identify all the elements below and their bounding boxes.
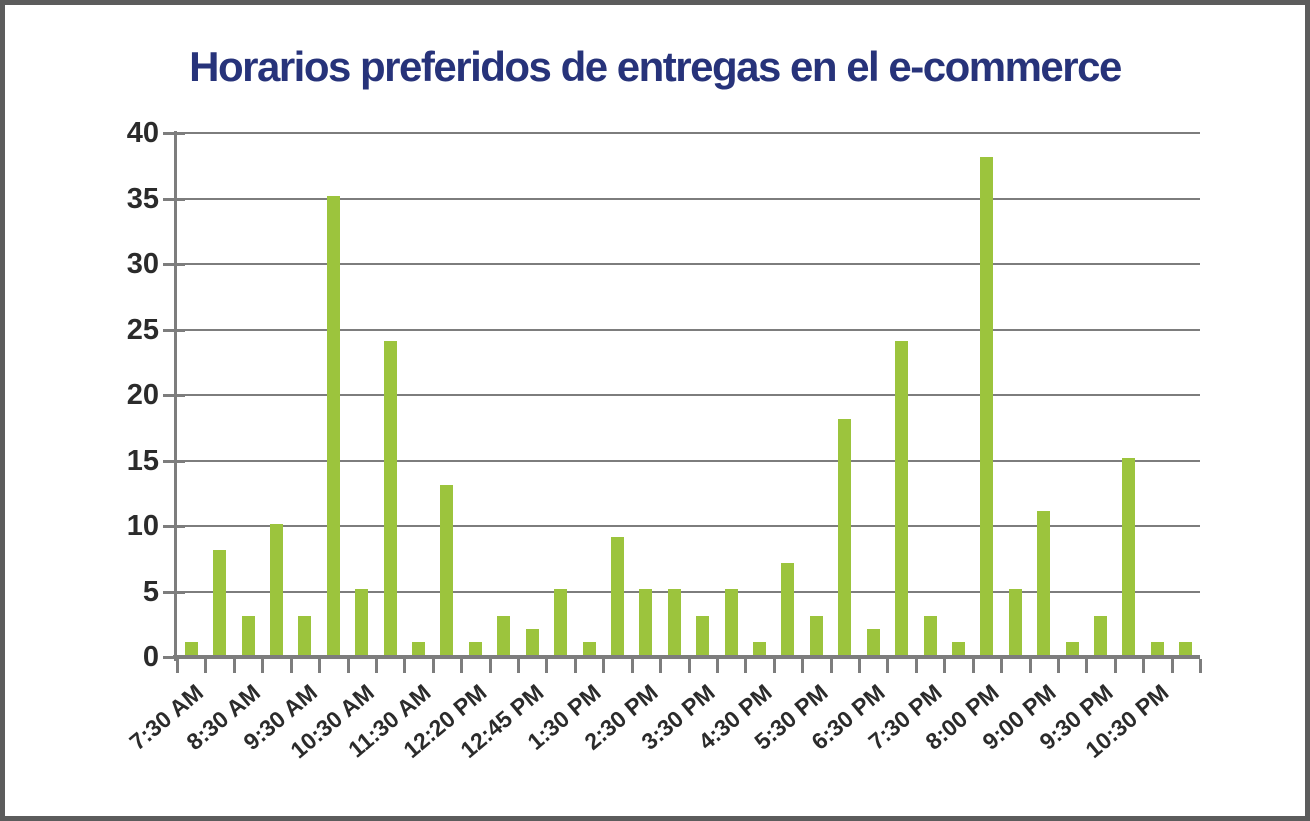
- x-axis-tick: [1114, 659, 1117, 673]
- x-axis-tick: [204, 659, 207, 673]
- gridline: [177, 591, 1200, 593]
- x-axis-tick: [858, 659, 861, 673]
- bar: [895, 341, 908, 655]
- x-axis-tick: [375, 659, 378, 673]
- x-axis-tick: [744, 659, 747, 673]
- x-axis-tick: [972, 659, 975, 673]
- bar: [1009, 589, 1022, 655]
- bar: [1037, 511, 1050, 655]
- y-axis-tick-label: 15: [126, 445, 159, 477]
- x-axis-tick: [517, 659, 520, 673]
- bar: [1122, 458, 1135, 655]
- x-axis-tick: [347, 659, 350, 673]
- bar: [980, 157, 993, 655]
- x-axis-tick: [460, 659, 463, 673]
- x-axis-line: [173, 655, 1200, 659]
- bar: [298, 616, 311, 655]
- gridline: [177, 525, 1200, 527]
- x-axis-tick: [659, 659, 662, 673]
- bar: [611, 537, 624, 655]
- x-axis-tick: [688, 659, 691, 673]
- bar: [1151, 642, 1164, 655]
- x-axis-tick: [1029, 659, 1032, 673]
- bar: [867, 629, 880, 655]
- bar: [440, 485, 453, 655]
- bar: [526, 629, 539, 655]
- bar: [1066, 642, 1079, 655]
- x-axis-tick: [830, 659, 833, 673]
- x-axis-tick: [1171, 659, 1174, 673]
- bar: [753, 642, 766, 655]
- y-axis-tick-label: 0: [142, 641, 159, 673]
- x-axis-tick: [1142, 659, 1145, 673]
- gridline: [177, 263, 1200, 265]
- y-axis-tick-label: 5: [142, 576, 159, 608]
- gridline: [177, 198, 1200, 200]
- bar: [412, 642, 425, 655]
- bar: [1094, 616, 1107, 655]
- x-axis-tick: [602, 659, 605, 673]
- bar: [696, 616, 709, 655]
- x-axis-tick: [716, 659, 719, 673]
- x-axis-tick: [403, 659, 406, 673]
- x-axis-tick: [1057, 659, 1060, 673]
- bar: [384, 341, 397, 655]
- gridline: [177, 329, 1200, 331]
- gridline: [177, 132, 1200, 134]
- y-axis-tick-label: 25: [126, 314, 159, 346]
- bar: [327, 196, 340, 655]
- y-axis-tick-label: 40: [126, 117, 159, 149]
- x-axis-tick: [1085, 659, 1088, 673]
- x-axis-tick: [886, 659, 889, 673]
- x-axis-tick: [773, 659, 776, 673]
- bar: [781, 563, 794, 655]
- x-axis-tick: [233, 659, 236, 673]
- x-axis-tick: [574, 659, 577, 673]
- bar: [952, 642, 965, 655]
- x-axis-tick: [545, 659, 548, 673]
- gridline: [177, 460, 1200, 462]
- bar: [213, 550, 226, 655]
- x-axis-tick: [1000, 659, 1003, 673]
- bar: [924, 616, 937, 655]
- bar: [497, 616, 510, 655]
- bar: [242, 616, 255, 655]
- bar: [355, 589, 368, 655]
- bar: [725, 589, 738, 655]
- x-axis-tick: [261, 659, 264, 673]
- gridline: [177, 394, 1200, 396]
- chart-title: Horarios preferidos de entregas en el e-…: [189, 43, 1122, 90]
- y-axis-tick-label: 30: [126, 248, 159, 280]
- x-axis-tick: [489, 659, 492, 673]
- x-axis-tick: [318, 659, 321, 673]
- bar: [668, 589, 681, 655]
- y-axis-tick-label: 20: [126, 379, 159, 411]
- x-axis-tick: [943, 659, 946, 673]
- bar: [1179, 642, 1192, 655]
- x-axis-tick: [915, 659, 918, 673]
- x-axis-tick: [801, 659, 804, 673]
- x-axis-tick: [1199, 659, 1202, 673]
- bar: [554, 589, 567, 655]
- bar: [583, 642, 596, 655]
- bar: [185, 642, 198, 655]
- bar: [838, 419, 851, 655]
- x-axis-tick: [176, 659, 179, 673]
- bar: [270, 524, 283, 655]
- y-axis-tick-label: 10: [126, 510, 159, 542]
- y-axis-line: [174, 131, 177, 661]
- plot-area: 0 5 10 15 20 25 30 35 40 7:30 AM 8:30 AM 9:30 AM 10:…: [5, 5, 1305, 816]
- x-axis-tick: [290, 659, 293, 673]
- y-axis-tick-label: 35: [126, 183, 159, 215]
- x-axis-tick: [631, 659, 634, 673]
- bar: [639, 589, 652, 655]
- bar: [469, 642, 482, 655]
- bar: [810, 616, 823, 655]
- x-axis-tick: [432, 659, 435, 673]
